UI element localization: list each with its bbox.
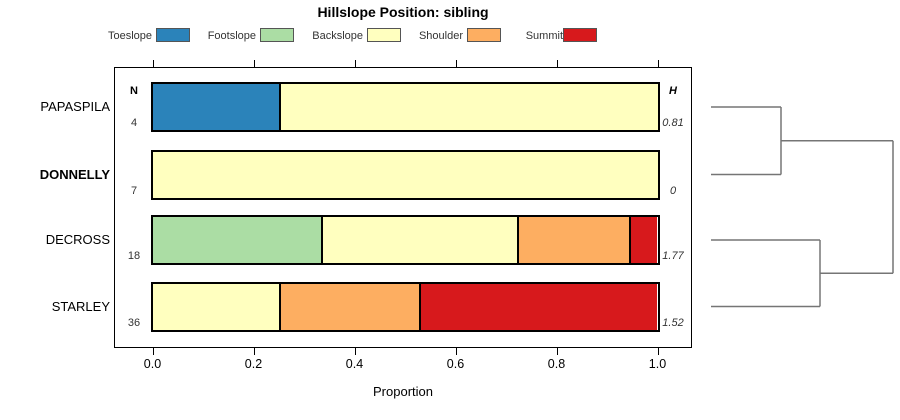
- legend-label: Backslope: [312, 30, 363, 42]
- row-label-decross: DECROSS: [45, 232, 110, 247]
- bar-segment-backslope: [152, 151, 658, 198]
- bar-segment-backslope: [278, 84, 658, 130]
- x-tick-label: 1.0: [648, 357, 667, 371]
- n-column-header: N: [130, 85, 138, 97]
- bar-segment-toeslope: [152, 84, 279, 130]
- chart-title: Hillslope Position: sibling: [317, 4, 489, 20]
- legend-label: Shoulder: [418, 30, 463, 42]
- stacked-bar-papaspila: [150, 82, 660, 132]
- tick-mark-top: [152, 60, 154, 67]
- bar-segment-summit: [419, 283, 658, 330]
- tick-mark-bottom: [556, 348, 558, 355]
- tick-mark-bottom: [657, 348, 659, 355]
- tick-mark-top: [556, 60, 558, 67]
- h-value: 1.52: [662, 316, 684, 329]
- tick-mark-bottom: [354, 348, 356, 355]
- n-value: 36: [127, 316, 141, 329]
- row-label-starley: STARLEY: [51, 298, 110, 314]
- x-tick-label: 0.2: [244, 357, 263, 371]
- stacked-bar-starley: [150, 281, 660, 332]
- legend-swatch-backslope: [367, 28, 401, 42]
- bar-segment-backslope: [320, 217, 518, 263]
- bar-segment-summit: [629, 217, 658, 263]
- x-axis-label: Proportion: [373, 384, 433, 399]
- x-tick-label: 0.0: [143, 357, 162, 371]
- legend-label: Summit: [525, 30, 563, 42]
- row-label-donnelly: DONNELLY: [39, 166, 110, 182]
- legend-swatch-summit: [563, 28, 597, 42]
- n-value: 4: [130, 117, 138, 129]
- bar-segment-backslope: [152, 283, 279, 330]
- tick-mark-bottom: [455, 348, 457, 355]
- stacked-bar-donnelly: [150, 149, 660, 200]
- h-column-header: H: [669, 85, 677, 97]
- legend-swatch-toeslope: [156, 28, 190, 42]
- h-value: 0: [669, 184, 677, 197]
- legend-swatch-shoulder: [467, 28, 501, 42]
- row-label-papaspila: PAPASPILA: [40, 99, 110, 114]
- n-value: 7: [130, 184, 138, 197]
- bar-segment-shoulder: [517, 217, 630, 263]
- tick-mark-top: [657, 60, 659, 67]
- n-value: 18: [127, 250, 141, 262]
- tick-mark-bottom: [253, 348, 255, 355]
- tick-mark-top: [455, 60, 457, 67]
- legend-label: Footslope: [207, 30, 256, 42]
- bar-segment-shoulder: [278, 283, 420, 330]
- h-value: 0.81: [662, 117, 684, 129]
- tick-mark-bottom: [152, 348, 154, 355]
- x-tick-label: 0.8: [547, 357, 566, 371]
- tick-mark-top: [253, 60, 255, 67]
- x-tick-label: 0.4: [345, 357, 364, 371]
- bar-segment-footslope: [152, 217, 321, 263]
- x-tick-label: 0.6: [446, 357, 465, 371]
- h-value: 1.77: [662, 250, 684, 262]
- legend-swatch-footslope: [260, 28, 294, 42]
- tick-mark-top: [354, 60, 356, 67]
- legend-label: Toeslope: [107, 30, 152, 42]
- stacked-bar-decross: [150, 215, 660, 265]
